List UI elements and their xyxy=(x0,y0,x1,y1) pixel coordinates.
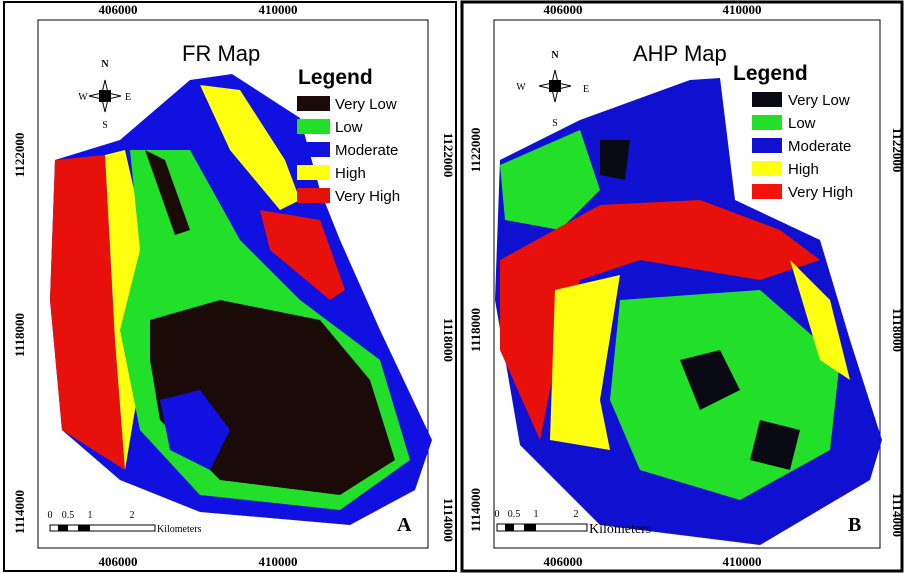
right-tick: 1114000 xyxy=(441,498,456,542)
legend-swatch xyxy=(297,96,330,111)
right-tick: 1118000 xyxy=(441,318,456,362)
legend-label: Low xyxy=(335,119,363,136)
legend-swatch xyxy=(297,188,330,203)
right-tick: 1114000 xyxy=(890,493,905,537)
compass-n: N xyxy=(101,59,109,70)
legend-label: Very Low xyxy=(335,96,397,113)
top-tick: 406000 xyxy=(544,2,583,17)
legend-swatch xyxy=(752,184,782,199)
bottom-tick: 406000 xyxy=(544,554,583,569)
legend-swatch xyxy=(297,165,330,180)
scale-label: 1 xyxy=(88,510,93,521)
right-tick: 1122000 xyxy=(441,133,456,178)
scale-label: 0.5 xyxy=(62,510,75,521)
compass-s: S xyxy=(102,120,108,131)
legend-swatch xyxy=(752,115,782,130)
legend-label: High xyxy=(788,161,819,178)
panel-letter: A xyxy=(397,514,412,536)
legend-title: Legend xyxy=(298,66,373,89)
legend-label: Moderate xyxy=(335,142,398,159)
scale-unit: Kilometers xyxy=(589,522,651,537)
legend-label: Low xyxy=(788,115,816,132)
scale-label: 0 xyxy=(495,509,500,520)
left-tick: 1114000 xyxy=(12,490,27,534)
compass-n: N xyxy=(551,50,559,61)
compass-s: S xyxy=(552,118,558,129)
compass-w: W xyxy=(78,92,88,103)
legend-label: Very Low xyxy=(788,92,850,109)
figure: N S W E FR Map Legend Very Low Low Moderat… xyxy=(0,0,906,573)
right-tick: 1122000 xyxy=(890,128,905,173)
left-tick: 1122000 xyxy=(468,128,483,173)
compass-e: E xyxy=(125,92,131,103)
legend-label: High xyxy=(335,165,366,182)
legend-swatch xyxy=(297,142,330,157)
scale-label: 1 xyxy=(534,509,539,520)
legend-swatch xyxy=(752,92,782,107)
legend-label: Very High xyxy=(335,188,400,205)
compass-e: E xyxy=(583,84,589,95)
top-tick: 410000 xyxy=(259,2,298,17)
bottom-tick: 410000 xyxy=(723,554,762,569)
panel-b: N S W E AHP Map Legend Very Low Low Modera… xyxy=(462,2,905,571)
legend-swatch xyxy=(752,138,782,153)
compass-w: W xyxy=(516,82,526,93)
top-tick: 406000 xyxy=(99,2,138,17)
map-title: FR Map xyxy=(182,41,260,66)
top-tick: 410000 xyxy=(723,2,762,17)
scale-unit: Kilometers xyxy=(157,524,202,535)
right-tick: 1118000 xyxy=(890,308,905,352)
left-tick: 1122000 xyxy=(12,133,27,178)
legend-label: Moderate xyxy=(788,138,851,155)
left-tick: 1114000 xyxy=(468,488,483,532)
scale-label: 2 xyxy=(574,509,579,520)
scale-label: 0 xyxy=(48,510,53,521)
map-title: AHP Map xyxy=(633,41,727,66)
legend-title: Legend xyxy=(733,62,808,85)
scale-label: 2 xyxy=(130,510,135,521)
bottom-tick: 406000 xyxy=(99,554,138,569)
legend-swatch xyxy=(752,161,782,176)
panel-letter: B xyxy=(848,514,861,536)
bottom-tick: 410000 xyxy=(259,554,298,569)
legend-swatch xyxy=(297,119,330,134)
scale-label: 0.5 xyxy=(508,509,521,520)
left-tick: 1118000 xyxy=(468,308,483,352)
legend-label: Very High xyxy=(788,184,853,201)
left-tick: 1118000 xyxy=(12,313,27,357)
panel-a: N S W E FR Map Legend Very Low Low Moderat… xyxy=(4,2,456,571)
